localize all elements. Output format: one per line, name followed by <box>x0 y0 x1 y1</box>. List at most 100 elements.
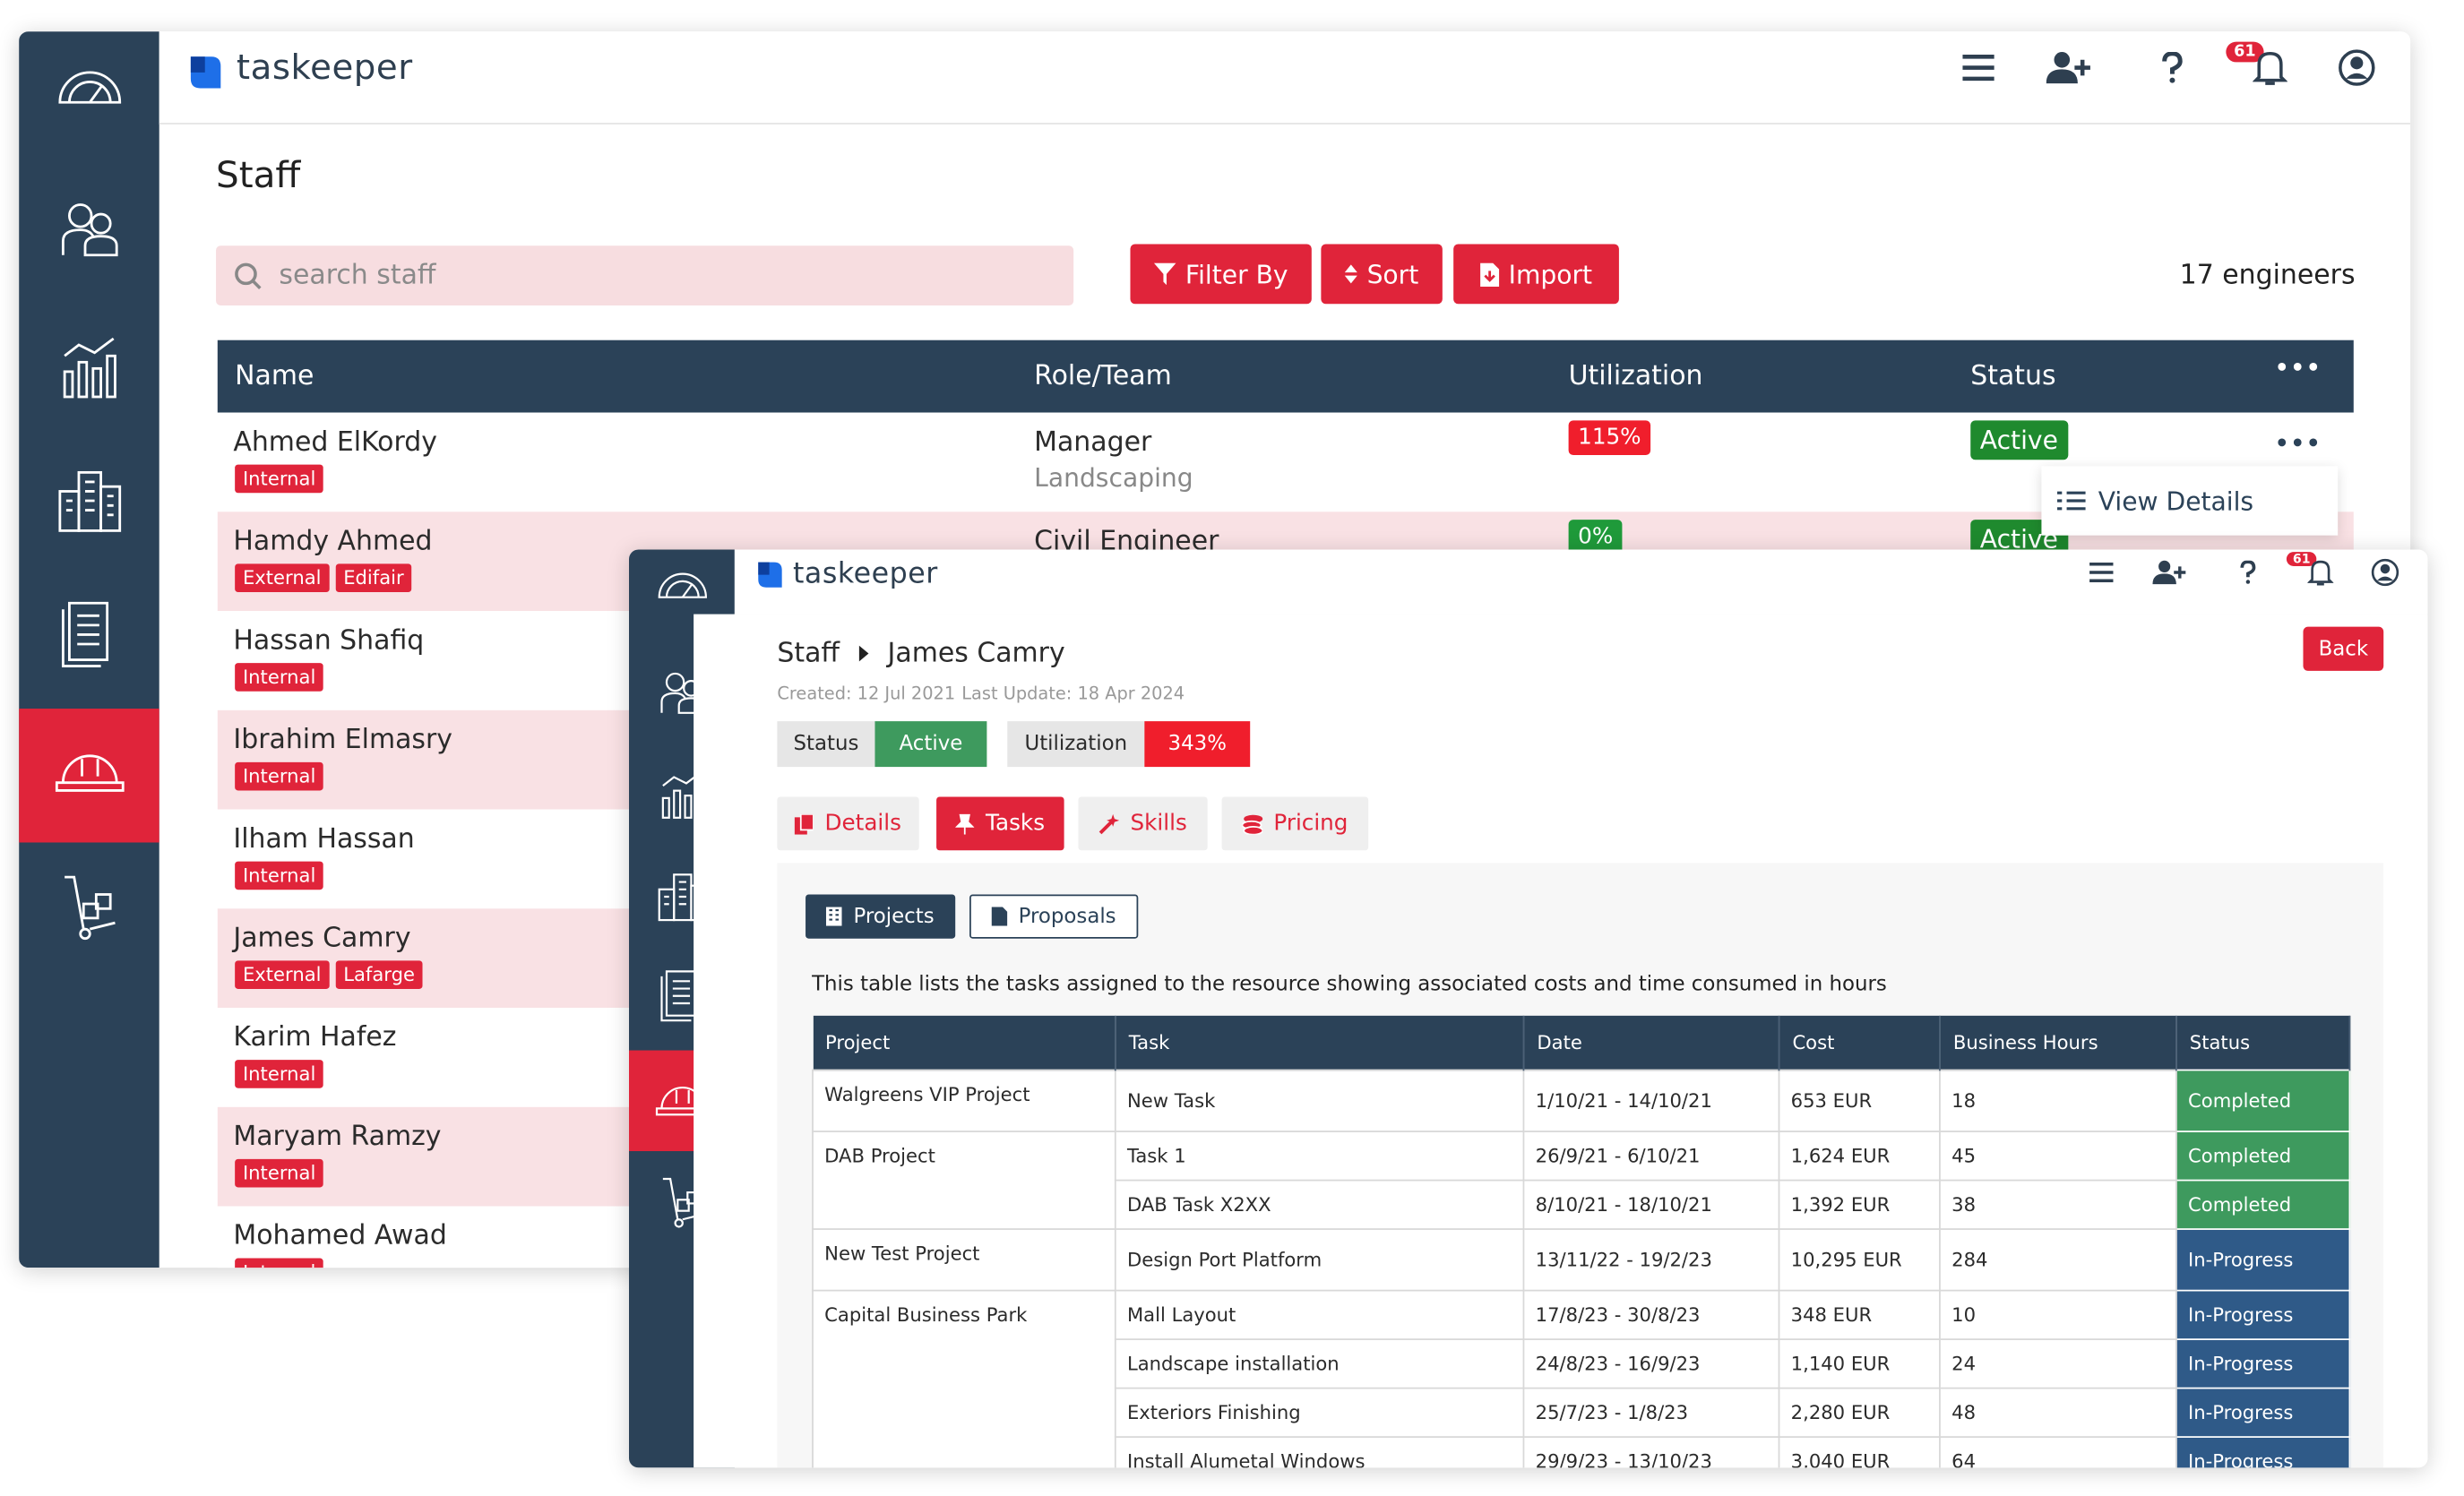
tab[interactable]: Skills <box>1078 796 1208 851</box>
column-header[interactable]: Cost <box>1779 1015 1941 1070</box>
status-badge: Active <box>874 721 987 768</box>
nav-icon[interactable] <box>61 873 117 948</box>
header-icon[interactable] <box>2046 50 2090 91</box>
date-cell: 17/8/23 - 30/8/23 <box>1522 1289 1780 1340</box>
status-cell: In-Progress <box>2175 1436 2351 1468</box>
task-row: Landscape installation 24/8/23 - 16/9/23 1… <box>813 1338 2351 1389</box>
page-title: Staff <box>216 156 301 197</box>
task-row: Walgreens VIP Project New Task 1/10/21 - 1… <box>812 1069 2351 1132</box>
tab-icon <box>1098 812 1120 834</box>
date-cell: 26/9/21 - 6/10/21 <box>1522 1131 1780 1182</box>
created-date: Created: 12 Jul 2021 <box>777 683 956 704</box>
sort-button[interactable]: Sort <box>1321 244 1443 305</box>
staff-team: Landscaping <box>1034 462 1193 494</box>
logo-icon <box>758 562 782 588</box>
header-row: Project Task Date Cost Business Hours Status <box>812 1015 2351 1070</box>
breadcrumb-root[interactable]: Staff <box>777 637 840 670</box>
sidebar <box>19 31 159 1268</box>
task-cell: New Task <box>1114 1069 1525 1132</box>
proposals-subtab[interactable]: Proposals <box>969 894 1139 939</box>
column-header[interactable]: Task <box>1115 1015 1525 1070</box>
task-row: DAB Task X2XX 8/10/21 - 18/10/21 1,392 EUR… <box>813 1179 2351 1230</box>
task-row: Install Alumetal Windows 29/9/23 - 13/10/… <box>813 1436 2351 1468</box>
breadcrumb-current: James Camry <box>887 637 1065 670</box>
column-header[interactable]: Business Hours <box>1939 1015 2177 1070</box>
header-icon[interactable] <box>2252 48 2288 92</box>
more-icon[interactable]: ••• <box>2274 356 2322 382</box>
tab[interactable]: Details <box>777 796 919 851</box>
tab[interactable]: Pricing <box>1221 796 1369 851</box>
nav-icon[interactable] <box>59 600 119 675</box>
nav-icon-svg <box>57 470 121 532</box>
logo-text[interactable]: taskeeper <box>792 557 938 591</box>
search-icon <box>235 262 262 289</box>
column-header[interactable]: Status <box>2175 1015 2351 1070</box>
tag: Internal <box>235 663 324 692</box>
header-icon-svg <box>2046 52 2090 84</box>
notification-count: 61 <box>2226 41 2264 63</box>
column-header[interactable]: Utilization <box>1568 360 1703 392</box>
tag: External <box>235 960 330 989</box>
search-placeholder: search staff <box>279 260 436 292</box>
column-header[interactable]: Project <box>812 1015 1116 1070</box>
status-cell: Completed <box>2175 1179 2351 1230</box>
header-icon-svg <box>2252 52 2288 85</box>
sort-label: Sort <box>1366 259 1419 289</box>
column-header[interactable]: Date <box>1523 1015 1780 1070</box>
header-icon-svg <box>2162 51 2183 83</box>
back-button[interactable]: Back <box>2303 626 2384 671</box>
nav-icon[interactable] <box>59 334 119 407</box>
column-header[interactable]: Name <box>235 360 314 392</box>
nav-icon-svg <box>61 203 117 257</box>
active-nav-bg <box>19 709 159 843</box>
status-cell: In-Progress <box>2175 1338 2351 1389</box>
header-icon[interactable] <box>2240 560 2256 589</box>
nav-icon[interactable] <box>56 468 122 540</box>
column-header[interactable]: Role/Team <box>1034 360 1172 392</box>
hours-cell: 10 <box>1939 1289 2177 1340</box>
nav-icon[interactable] <box>53 748 125 802</box>
nav-icon[interactable] <box>55 64 124 115</box>
header-icon[interactable] <box>2089 562 2115 588</box>
staff-row[interactable]: Ahmed ElKordy Internal Manager Landscaping 1… <box>217 412 2354 512</box>
projects-subtab[interactable]: Projects <box>806 894 956 939</box>
header-icon[interactable] <box>2152 559 2186 589</box>
building-icon <box>826 907 843 926</box>
breadcrumb-arrow <box>858 645 869 662</box>
date-cell: 1/10/21 - 14/10/21 <box>1522 1069 1780 1132</box>
status-badge: Active <box>1970 420 2068 460</box>
nav-icon[interactable] <box>59 198 119 264</box>
tasks-table: Project Task Date Cost Business Hours Status W… <box>812 1015 2351 1468</box>
cost-cell: 10,295 EUR <box>1778 1228 1941 1292</box>
nav-icon[interactable] <box>655 568 709 607</box>
table-description: This table lists the tasks assigned to t… <box>812 973 1887 997</box>
tasks-table-wrap: Project Task Date Cost Business Hours Status W… <box>812 1015 2351 1468</box>
header-icon[interactable] <box>2161 51 2184 90</box>
logo-text[interactable]: taskeeper <box>236 48 413 89</box>
staff-name: Ilham Hassan <box>233 823 415 855</box>
tag: Internal <box>235 464 324 494</box>
header-icon[interactable] <box>2371 558 2399 591</box>
import-button[interactable]: Import <box>1453 244 1619 305</box>
utilization-label: Utilization <box>1007 721 1145 768</box>
tab-icon-svg <box>795 812 814 834</box>
column-header[interactable]: Status <box>1970 360 2056 392</box>
row-menu[interactable]: View Details <box>2041 466 2339 536</box>
hours-cell: 64 <box>1939 1436 2177 1468</box>
more-icon[interactable]: ••• <box>2274 431 2322 457</box>
header-icon[interactable] <box>2306 558 2334 591</box>
staff-count: 17 engineers <box>2179 260 2356 292</box>
tag: Edifair <box>335 563 412 592</box>
tab-label: Details <box>824 811 901 837</box>
search-box[interactable]: search staff <box>216 245 1074 306</box>
tab[interactable]: Tasks <box>936 796 1064 851</box>
filter-button[interactable]: Filter By <box>1130 244 1312 305</box>
hours-cell: 284 <box>1939 1228 2177 1292</box>
staff-tags: Internal <box>235 660 330 692</box>
hours-cell: 48 <box>1939 1387 2177 1438</box>
cost-cell: 3,040 EUR <box>1778 1436 1941 1468</box>
header-icon[interactable] <box>1961 54 1996 89</box>
staff-tags: Internal <box>235 1255 330 1268</box>
header-icon[interactable] <box>2338 48 2375 92</box>
